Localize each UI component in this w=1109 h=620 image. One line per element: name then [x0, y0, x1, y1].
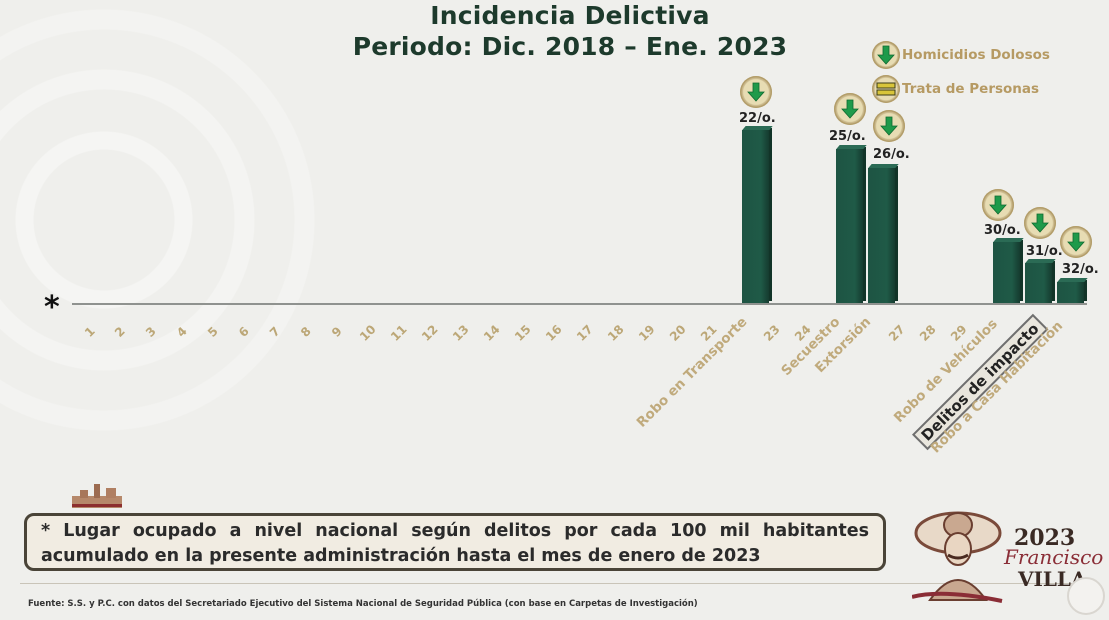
- tick-label: 20: [667, 322, 689, 344]
- down-arrow-icon: [834, 93, 866, 125]
- down-arrow-icon: [740, 76, 772, 108]
- footnote-box: * Lugar ocupado a nivel nacional según d…: [24, 513, 886, 571]
- seal-icon: [1067, 577, 1105, 615]
- down-arrow-icon: [872, 41, 900, 69]
- bar-extorsion: [868, 168, 895, 303]
- tick-label: 23: [761, 322, 783, 344]
- tick-label: 9: [329, 324, 345, 340]
- tick-label: 3: [143, 324, 159, 340]
- tick-label: 10: [357, 322, 379, 344]
- bar-delitos-impacto: [1025, 263, 1052, 303]
- bar-robo-vehiculos: [993, 242, 1020, 303]
- down-arrow-icon: [1024, 207, 1056, 239]
- bar-value-label: 26/o.: [873, 147, 910, 162]
- page-title: Incidencia Delictiva Periodo: Dic. 2018 …: [320, 0, 820, 62]
- bar-value-label: 31/o.: [1026, 244, 1063, 259]
- tick-label: 18: [605, 322, 627, 344]
- tick-label: 11: [388, 322, 410, 344]
- bar-robo-casa: [1057, 282, 1084, 303]
- tick-label: 17: [574, 322, 596, 344]
- tick-label: 12: [419, 322, 441, 344]
- bar-value-label: 30/o.: [984, 223, 1021, 238]
- legend-label: Trata de Personas: [902, 81, 1040, 97]
- bar-chart: * 1 2 3 4 5 6 7 8 9 10 11 12 13 14 15 16…: [0, 0, 1109, 480]
- down-arrow-icon: [1060, 226, 1092, 258]
- bar-robo-transporte: [742, 130, 769, 303]
- tick-label: 16: [543, 322, 565, 344]
- down-arrow-icon: [982, 189, 1014, 221]
- town-illustration-icon: [72, 484, 122, 508]
- tick-label: 27: [886, 322, 908, 344]
- tick-label: 2: [112, 324, 128, 340]
- legend-item-homicidios: Homicidios Dolosos: [872, 38, 1050, 72]
- villa-name: Francisco: [1004, 545, 1104, 569]
- bar-value-label: 32/o.: [1062, 262, 1099, 277]
- tick-label: 5: [205, 324, 221, 340]
- tick-label: 4: [174, 324, 190, 340]
- tick-label: 15: [512, 322, 534, 344]
- category-label-robo-casa: Robo a Casa Habitación: [927, 318, 1067, 457]
- divider: [20, 583, 1080, 584]
- villa-year: 2023: [1014, 525, 1076, 551]
- title-line-2: Periodo: Dic. 2018 – Ene. 2023: [352, 32, 788, 61]
- title-line-1: Incidencia Delictiva: [430, 1, 710, 30]
- bar-secuestro: [836, 149, 863, 303]
- tick-label: 14: [481, 322, 503, 344]
- down-arrow-icon: [873, 110, 905, 142]
- francisco-villa-logo: 2023 Francisco VILLA: [912, 505, 1108, 620]
- tick-label: 19: [636, 322, 658, 344]
- legend: Homicidios Dolosos Trata de Personas: [872, 38, 1050, 106]
- equal-icon: [872, 75, 900, 103]
- x-axis: [72, 303, 1087, 305]
- tick-label: 7: [267, 324, 283, 340]
- villa-portrait-icon: [912, 511, 1003, 603]
- bar-value-label: 25/o.: [829, 129, 866, 144]
- legend-label: Homicidios Dolosos: [902, 47, 1050, 63]
- axis-marker: *: [44, 290, 60, 325]
- legend-item-trata: Trata de Personas: [872, 72, 1050, 106]
- tick-label: 28: [917, 322, 939, 344]
- bar-value-label: 22/o.: [739, 111, 776, 126]
- tick-label: 1: [82, 324, 98, 340]
- source-text: Fuente: S.S. y P.C. con datos del Secret…: [28, 599, 698, 609]
- tick-label: 13: [450, 322, 472, 344]
- tick-label: 8: [298, 324, 314, 340]
- tick-label: 6: [236, 324, 252, 340]
